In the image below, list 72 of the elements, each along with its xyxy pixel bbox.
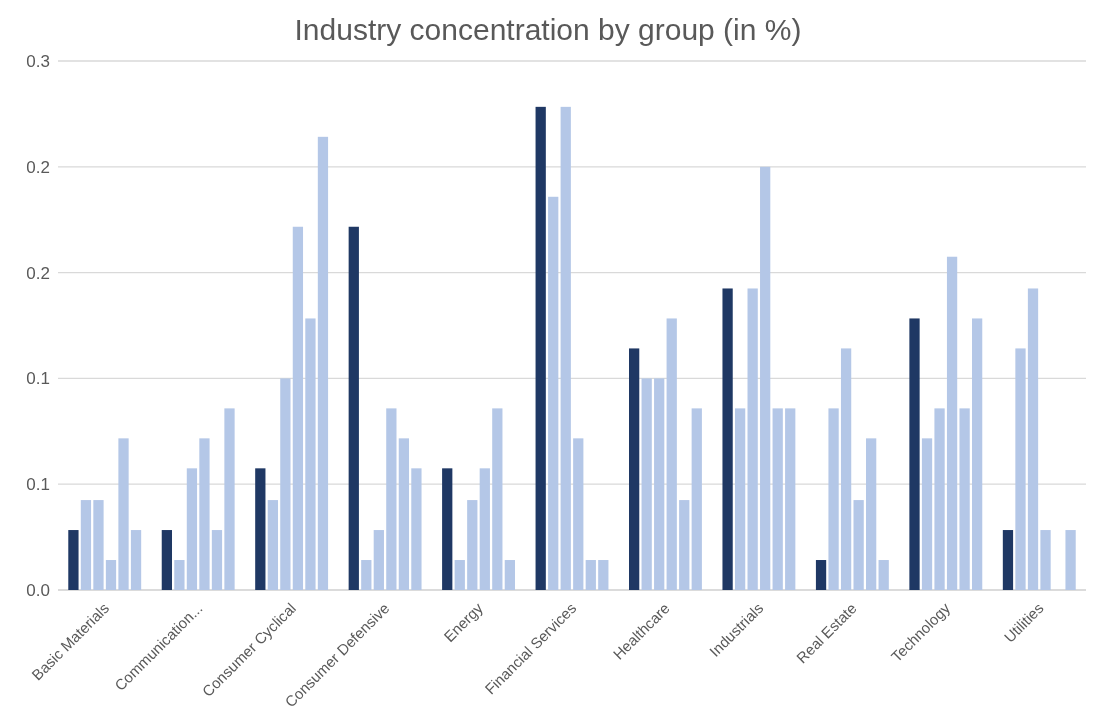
bar	[815, 560, 827, 590]
bar	[442, 468, 453, 590]
bar	[398, 438, 410, 590]
bar	[840, 348, 852, 590]
bar	[573, 438, 584, 590]
bar	[454, 560, 465, 590]
y-tick-label: 0.2	[26, 263, 50, 283]
y-tick-label: 0.2	[26, 157, 50, 177]
bar	[317, 136, 329, 590]
bar	[161, 530, 173, 590]
bar	[921, 438, 933, 590]
bar	[305, 318, 316, 590]
bar	[479, 468, 490, 590]
bar	[641, 378, 652, 590]
bar	[629, 348, 640, 590]
bar	[722, 288, 733, 590]
bar	[130, 530, 142, 590]
bar	[866, 438, 877, 590]
bar	[878, 560, 889, 590]
bar	[734, 408, 746, 590]
bar	[118, 438, 129, 590]
bar	[909, 318, 920, 590]
bar	[946, 256, 958, 590]
y-tick-label: 0.3	[26, 51, 50, 71]
chart-title: Industry concentration by group (in %)	[294, 13, 802, 46]
bar	[1002, 530, 1014, 590]
bar	[224, 408, 235, 590]
bar	[386, 408, 397, 590]
bar	[105, 560, 117, 590]
bar	[772, 408, 783, 590]
bar	[679, 500, 690, 590]
bar	[292, 226, 304, 590]
bar	[280, 378, 291, 590]
bar	[1015, 348, 1026, 590]
bar	[853, 500, 864, 590]
bar	[267, 500, 278, 590]
bar	[348, 226, 359, 590]
bar	[1040, 530, 1051, 590]
y-tick-label: 0.1	[26, 475, 50, 495]
bar	[373, 530, 384, 590]
bar	[760, 166, 771, 590]
bar	[186, 468, 198, 590]
y-tick-label: 0.1	[26, 369, 50, 389]
bar	[211, 530, 223, 590]
bar	[654, 378, 665, 590]
bar	[93, 500, 104, 590]
bar	[598, 560, 609, 590]
bar	[972, 318, 983, 590]
bar	[1027, 288, 1039, 590]
bar	[255, 468, 266, 590]
bar	[492, 408, 503, 590]
bar	[361, 560, 372, 590]
bar	[785, 408, 796, 590]
bar	[666, 318, 677, 590]
bar	[934, 408, 945, 590]
bar	[548, 196, 559, 590]
y-tick-label: 0.0	[26, 580, 50, 600]
bar	[1065, 530, 1076, 590]
bar	[560, 106, 571, 590]
bar	[691, 408, 702, 590]
bar	[585, 560, 596, 590]
bar	[80, 500, 92, 590]
bar	[747, 288, 758, 590]
bar	[535, 106, 546, 590]
bar	[199, 438, 210, 590]
bar	[68, 530, 79, 590]
bar	[411, 468, 422, 590]
bar	[467, 500, 478, 590]
bar	[174, 560, 185, 590]
bar	[959, 408, 970, 590]
bar	[504, 560, 515, 590]
bar	[828, 408, 839, 590]
